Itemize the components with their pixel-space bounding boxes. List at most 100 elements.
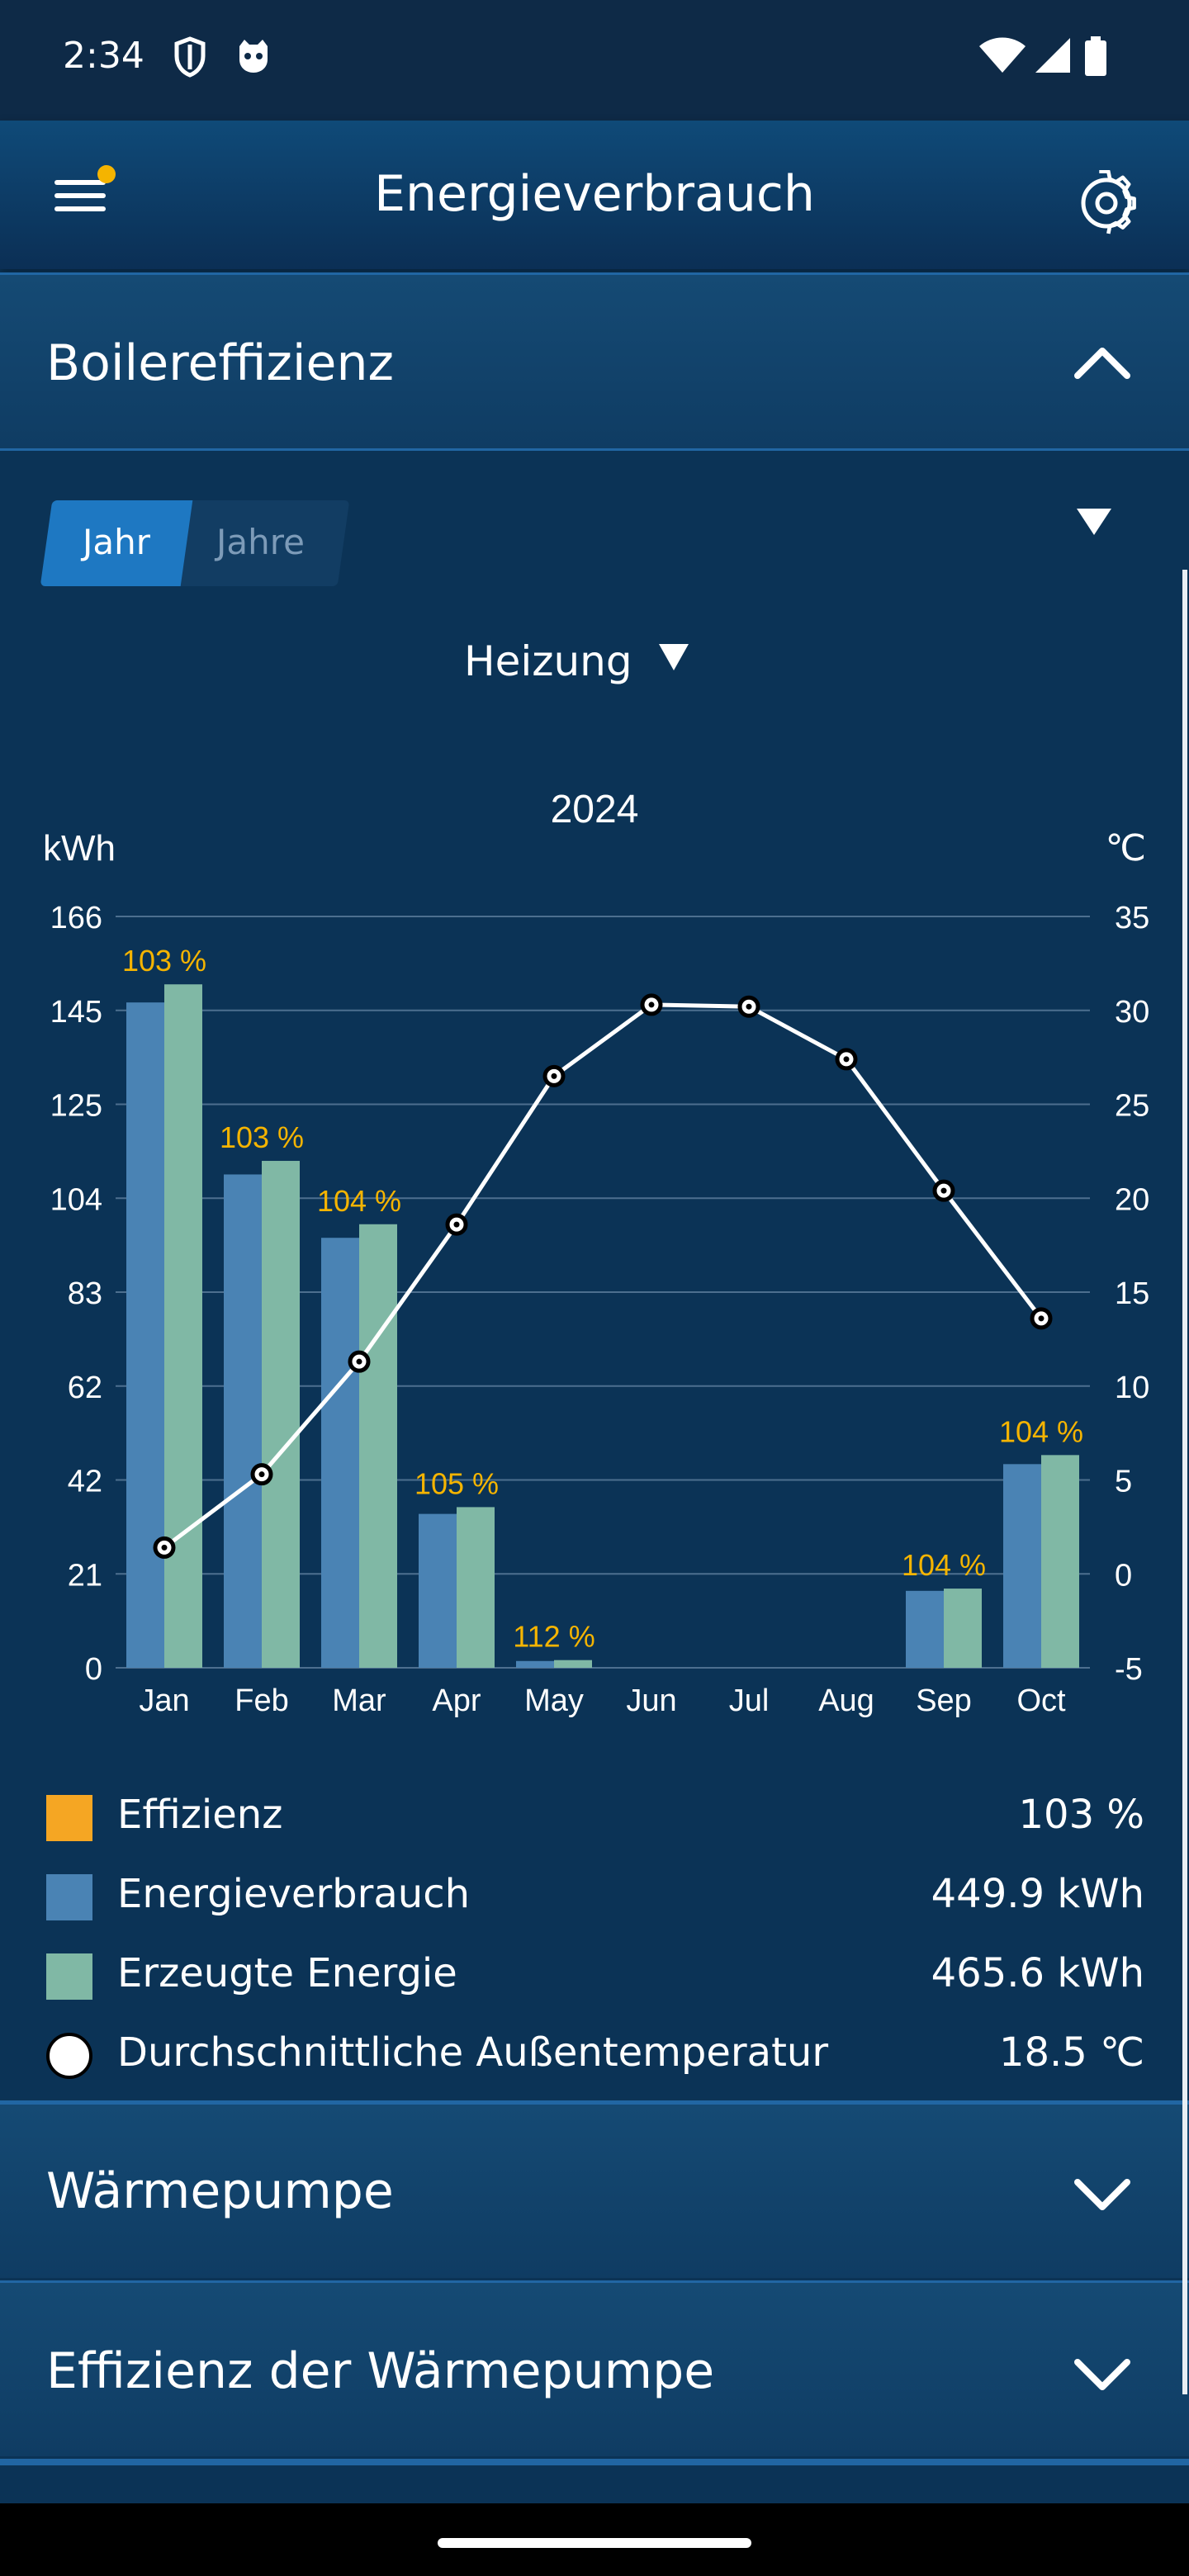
- y2-axis-label: ℃: [1106, 828, 1146, 869]
- efficiency-label: 112 %: [513, 1620, 594, 1654]
- legend-value: 103 %: [1018, 1792, 1144, 1838]
- legend-color-swatch: [46, 1795, 92, 1841]
- efficiency-label: 105 %: [414, 1466, 499, 1500]
- chart-title: 2024: [551, 788, 639, 831]
- temperature-point-center: [746, 1003, 752, 1010]
- temperature-point-center: [648, 1002, 655, 1008]
- efficiency-label: 103 %: [220, 1120, 304, 1154]
- legend-label: Erzeugte Energie: [117, 1950, 457, 1996]
- bar-erzeugte-energie: [944, 1589, 982, 1668]
- wifi-icon: [979, 37, 1026, 73]
- temperature-point-center: [1038, 1315, 1045, 1322]
- toggle-jahre-label: Jahre: [216, 522, 305, 562]
- bar-erzeugte-energie: [1041, 1455, 1079, 1668]
- x-tick-label: Sep: [916, 1683, 972, 1718]
- y-axis-label: kWh: [43, 828, 116, 869]
- y2-tick-label: 10: [1115, 1371, 1149, 1405]
- x-tick-label: Aug: [818, 1683, 874, 1718]
- page-title: Energieverbrauch: [374, 165, 815, 223]
- dropdown-arrow-icon[interactable]: [657, 642, 690, 672]
- section-heat-pump[interactable]: Wärmepumpe: [0, 2102, 1189, 2278]
- efficiency-label: 104 %: [902, 1548, 986, 1582]
- bar-erzeugte-energie: [457, 1507, 495, 1668]
- y-tick-label: 21: [68, 1558, 102, 1593]
- bar-energieverbrauch: [321, 1238, 359, 1668]
- y2-tick-label: -5: [1115, 1652, 1143, 1687]
- menu-button[interactable]: [46, 165, 116, 220]
- temperature-point-center: [258, 1471, 265, 1478]
- y-tick-label: 0: [85, 1652, 102, 1687]
- cat-icon: [239, 40, 268, 73]
- home-gesture-handle[interactable]: [438, 2538, 751, 2548]
- section-title: Boilereffizienz: [46, 334, 394, 392]
- scrollbar[interactable]: [1182, 570, 1187, 2394]
- section-title: Wärmepumpe: [46, 2162, 394, 2220]
- chevron-down-icon: [1074, 2359, 1130, 2390]
- efficiency-label: 104 %: [317, 1184, 401, 1218]
- bar-erzeugte-energie: [164, 984, 202, 1668]
- temperature-point-center: [453, 1221, 460, 1228]
- bar-energieverbrauch: [906, 1590, 944, 1668]
- battery-icon: [1085, 36, 1106, 76]
- signal-icon: [1035, 38, 1070, 73]
- temperature-point-center: [356, 1358, 362, 1365]
- x-tick-label: Jan: [139, 1683, 189, 1718]
- legend-label: Effizienz: [117, 1792, 283, 1838]
- chevron-down-icon: [1074, 2179, 1130, 2210]
- divider: [0, 448, 1189, 451]
- x-tick-label: Mar: [332, 1683, 386, 1718]
- legend-label: Durchschnittliche Außentemperatur: [117, 2029, 829, 2076]
- legend-item: Erzeugte Energie 465.6 kWh: [46, 1945, 1144, 2003]
- temperature-line: [163, 1002, 1043, 1550]
- status-time: 2:34: [63, 35, 144, 77]
- status-bar: 2:34: [0, 0, 1189, 121]
- period-toggle: Jahr Jahre: [40, 500, 350, 586]
- temperature-point-center: [161, 1544, 168, 1551]
- app-bar: Energieverbrauch: [0, 121, 1189, 269]
- temperature-point-center: [551, 1073, 557, 1079]
- chevron-up-icon: [1074, 348, 1130, 379]
- legend-item: Energieverbrauch 449.9 kWh: [46, 1866, 1144, 1924]
- bar-erzeugte-energie: [262, 1161, 300, 1668]
- bar-erzeugte-energie: [359, 1224, 397, 1668]
- section-heat-pump-efficiency[interactable]: Effizienz der Wärmepumpe: [0, 2280, 1189, 2456]
- gear-icon: [1081, 169, 1136, 234]
- bar-energieverbrauch: [516, 1660, 554, 1668]
- y-tick-label: 42: [68, 1465, 102, 1499]
- legend-value: 449.9 kWh: [931, 1871, 1144, 1917]
- efficiency-label: 104 %: [999, 1414, 1083, 1448]
- y2-tick-label: 35: [1115, 901, 1149, 935]
- toggle-jahr-label: Jahr: [83, 522, 151, 562]
- y-tick-label: 62: [68, 1371, 102, 1405]
- bar-energieverbrauch: [419, 1513, 457, 1668]
- temperature-point-center: [843, 1056, 850, 1063]
- legend-circle-marker: [46, 2033, 92, 2079]
- section-boiler-efficiency[interactable]: Boilereffizienz: [0, 272, 1189, 448]
- y2-tick-label: 30: [1115, 995, 1149, 1030]
- filter-dropdown-label[interactable]: Heizung: [464, 637, 632, 685]
- x-tick-label: Jul: [729, 1683, 770, 1718]
- efficiency-label: 103 %: [122, 944, 206, 978]
- legend-item: Effizienz 103 %: [46, 1787, 1144, 1844]
- temperature-point-center: [940, 1187, 947, 1194]
- energy-chart: 2024 kWh ℃ 166 35 145 30 125 25 104 20 83 15 62 10 42 5 2…: [43, 788, 1149, 1718]
- section-title: Effizienz der Wärmepumpe: [46, 2342, 715, 2400]
- settings-button[interactable]: [1073, 169, 1139, 236]
- bar-erzeugte-energie: [554, 1660, 592, 1668]
- bar-energieverbrauch: [224, 1174, 262, 1668]
- dropdown-arrow-icon[interactable]: [1073, 505, 1115, 538]
- divider: [0, 2100, 1189, 2103]
- shield-icon: [174, 36, 206, 78]
- legend-value: 18.5 ℃: [998, 2029, 1144, 2076]
- y2-tick-label: 0: [1115, 1558, 1132, 1593]
- y-tick-label: 166: [50, 901, 102, 935]
- bar-energieverbrauch: [1003, 1464, 1041, 1668]
- x-tick-label: May: [524, 1683, 584, 1718]
- y2-tick-label: 15: [1115, 1276, 1149, 1311]
- legend-value: 465.6 kWh: [931, 1950, 1144, 1996]
- x-tick-label: Feb: [234, 1683, 288, 1718]
- bar-energieverbrauch: [126, 1002, 164, 1668]
- legend-color-swatch: [46, 1874, 92, 1920]
- y-tick-label: 83: [68, 1276, 102, 1311]
- y2-tick-label: 20: [1115, 1182, 1149, 1217]
